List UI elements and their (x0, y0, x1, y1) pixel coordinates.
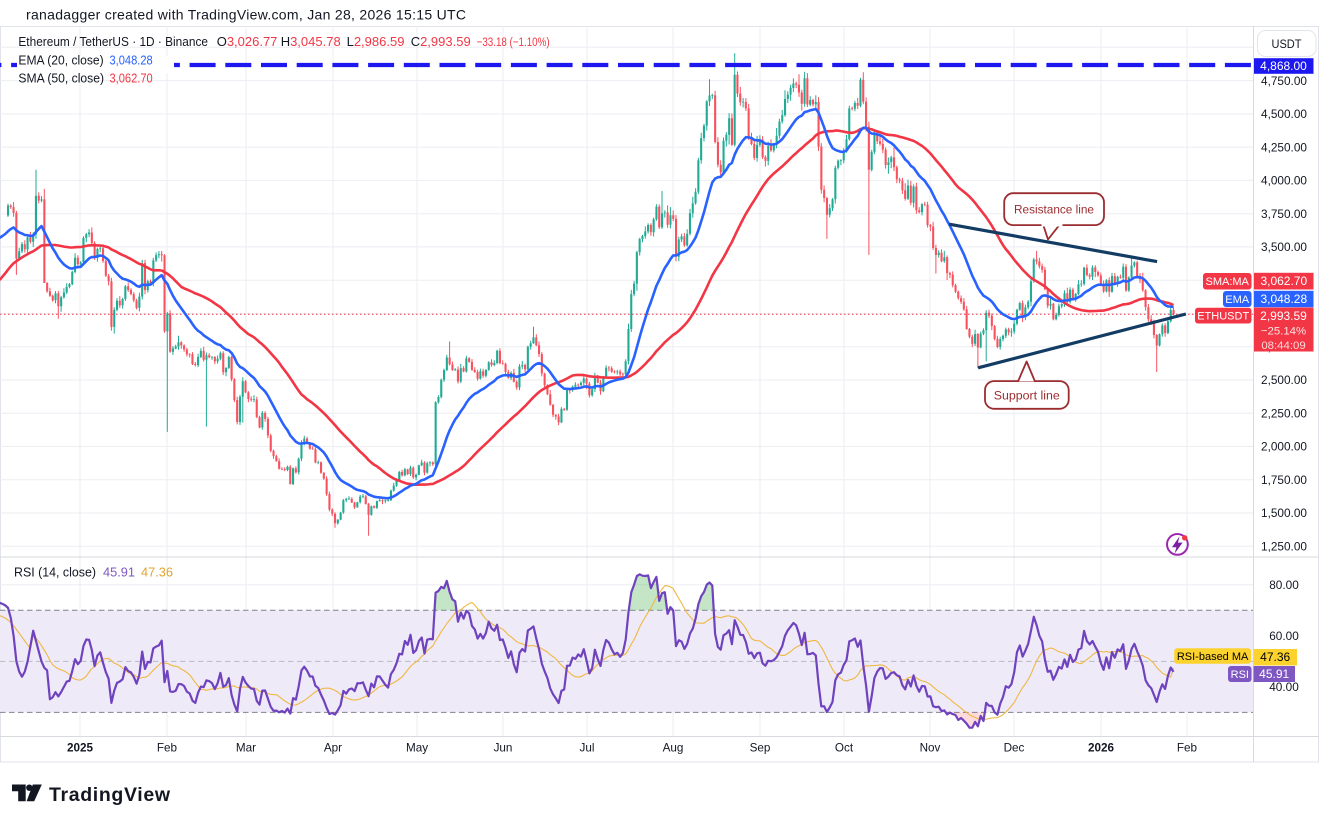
svg-text:Ethereum / TetherUS · 1D · Bin: Ethereum / TetherUS · 1D · Binance (18, 34, 208, 49)
svg-text:ETHUSDT: ETHUSDT (1197, 311, 1249, 323)
svg-text:2,000.00: 2,000.00 (1261, 440, 1307, 454)
svg-text:4,000.00: 4,000.00 (1261, 174, 1307, 188)
svg-text:Feb: Feb (157, 742, 178, 755)
svg-text:ranadagger created with Tradin: ranadagger created with TradingView.com,… (26, 7, 466, 23)
svg-text:Jun: Jun (494, 742, 513, 755)
svg-text:2025: 2025 (67, 742, 94, 755)
svg-text:3,048.28: 3,048.28 (1260, 292, 1307, 306)
svg-text:Dec: Dec (1004, 742, 1025, 755)
svg-text:Feb: Feb (1177, 742, 1198, 755)
svg-text:2,500.00: 2,500.00 (1261, 373, 1307, 387)
svg-text:Mar: Mar (236, 742, 256, 755)
svg-text:SMA (50, close): SMA (50, close) (18, 71, 104, 86)
svg-text:3,062.70: 3,062.70 (110, 71, 153, 86)
svg-text:08:44:09: 08:44:09 (1261, 340, 1305, 352)
svg-text:May: May (406, 742, 428, 755)
svg-text:4,868.00: 4,868.00 (1260, 59, 1307, 73)
svg-text:L2,986.59: L2,986.59 (347, 34, 405, 49)
svg-text:O3,026.77: O3,026.77 (217, 34, 278, 49)
svg-text:Resistance line: Resistance line (1014, 203, 1094, 217)
svg-text:4,750.00: 4,750.00 (1261, 74, 1307, 88)
svg-text:2,250.00: 2,250.00 (1261, 406, 1307, 420)
svg-text:Oct: Oct (835, 742, 854, 755)
svg-text:Jul: Jul (580, 742, 595, 755)
svg-text:Aug: Aug (663, 742, 684, 755)
svg-text:40.00: 40.00 (1269, 680, 1299, 694)
svg-text:1,250.00: 1,250.00 (1261, 540, 1307, 554)
svg-text:45.91: 45.91 (1259, 667, 1289, 681)
svg-text:60.00: 60.00 (1269, 629, 1299, 643)
svg-text:RSI-based MA: RSI-based MA (1177, 651, 1249, 663)
svg-text:TradingView: TradingView (49, 784, 171, 806)
svg-text:Support line: Support line (994, 388, 1060, 402)
svg-text:−33.18 (−1.10%): −33.18 (−1.10%) (477, 35, 550, 49)
svg-text:3,500.00: 3,500.00 (1261, 240, 1307, 254)
svg-text:H3,045.78: H3,045.78 (281, 34, 341, 49)
svg-text:1,750.00: 1,750.00 (1261, 473, 1307, 487)
svg-text:47.36: 47.36 (141, 565, 173, 580)
svg-text:3,062.70: 3,062.70 (1260, 274, 1307, 288)
svg-text:45.91: 45.91 (103, 565, 135, 580)
svg-text:80.00: 80.00 (1269, 578, 1299, 592)
svg-text:SMA:MA: SMA:MA (1205, 276, 1249, 288)
svg-text:USDT: USDT (1272, 37, 1303, 51)
svg-text:RSI: RSI (1231, 669, 1249, 681)
svg-text:4,500.00: 4,500.00 (1261, 107, 1307, 121)
svg-text:47.36: 47.36 (1260, 650, 1290, 664)
svg-text:Apr: Apr (324, 742, 342, 755)
svg-text:EMA (20, close): EMA (20, close) (18, 53, 103, 68)
svg-text:C2,993.59: C2,993.59 (411, 34, 471, 49)
svg-text:1,500.00: 1,500.00 (1261, 506, 1307, 520)
svg-text:2026: 2026 (1088, 742, 1115, 755)
svg-text:EMA: EMA (1225, 294, 1250, 306)
svg-text:2,993.59: 2,993.59 (1260, 309, 1307, 323)
svg-text:Sep: Sep (750, 742, 771, 755)
svg-text:3,048.28: 3,048.28 (110, 53, 153, 68)
svg-text:−25.14%: −25.14% (1261, 325, 1306, 337)
svg-text:RSI (14, close): RSI (14, close) (14, 565, 96, 580)
svg-text:4,250.00: 4,250.00 (1261, 140, 1307, 154)
svg-text:3,750.00: 3,750.00 (1261, 207, 1307, 221)
svg-text:Nov: Nov (920, 742, 941, 755)
